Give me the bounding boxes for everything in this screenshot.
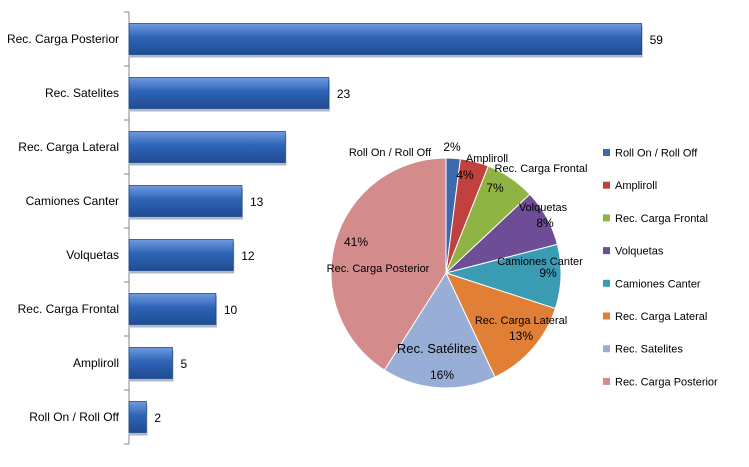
- bar-value-label: 23: [337, 87, 351, 101]
- legend-swatch: [603, 279, 610, 287]
- bar: [128, 131, 286, 163]
- pie-percent-label: 41%: [344, 235, 368, 249]
- bar-value-label: 59: [650, 33, 664, 47]
- bar: [128, 293, 217, 325]
- legend-label: Rec. Satelites: [615, 344, 683, 356]
- pie-chart: Roll On / Roll Off 2% Ampliroll 4% Rec. Carg…: [327, 140, 588, 389]
- pie-percent-label: 8%: [536, 216, 554, 230]
- pie-percent-label: 2%: [443, 140, 461, 154]
- pie-percent-label: 16%: [430, 368, 454, 382]
- legend-swatch: [603, 181, 610, 189]
- bar: [128, 347, 173, 379]
- legend-label: Volquetas: [615, 246, 664, 258]
- bar-value-label: 10: [224, 303, 238, 317]
- bar-value-label: 2: [154, 411, 161, 425]
- legend-swatch: [603, 247, 610, 255]
- legend-swatch: [603, 214, 610, 222]
- pie-percent-label: 4%: [456, 168, 474, 182]
- pie-slice: [383, 271, 496, 389]
- bar-category-label: Camiones Canter: [26, 194, 119, 208]
- pie-slice-label: Rec. Carga Frontal: [495, 163, 588, 175]
- legend-swatch: [603, 149, 610, 156]
- pie-slice-label: Rec. Satélites: [397, 341, 478, 356]
- pie-slice-label: Rec. Carga Posterior: [327, 263, 430, 275]
- pie-slice-label: Rec. Carga Lateral: [475, 315, 567, 327]
- bar-category-label: Roll On / Roll Off: [29, 410, 119, 424]
- pie-slice: [445, 272, 557, 378]
- bar-category-label: Rec. Carga Frontal: [18, 302, 119, 316]
- bar: [128, 185, 243, 217]
- bar: [128, 23, 643, 55]
- legend-swatch: [603, 377, 610, 385]
- pie-percent-label: 13%: [509, 329, 533, 343]
- bar-value-label: 12: [241, 249, 255, 263]
- legend-swatch: [603, 312, 610, 320]
- pie-slice-label: Volquetas: [519, 202, 568, 214]
- bar: [128, 401, 147, 433]
- pie-slice-label: Roll On / Roll Off: [349, 147, 432, 159]
- pie-percent-label: 9%: [539, 266, 557, 280]
- pie-slice: [330, 157, 447, 371]
- bar-category-label: Rec. Carga Lateral: [18, 140, 119, 154]
- pie-percent-label: 7%: [486, 181, 504, 195]
- bar-category-label: Ampliroll: [73, 356, 119, 370]
- pie-slice-label: Ampliroll: [466, 153, 508, 165]
- legend-swatch: [603, 345, 610, 353]
- pie-slice-label: Camiones Canter: [497, 256, 583, 268]
- bar-value-label: 13: [250, 195, 264, 209]
- bar-chart: Rec. Carga Posterior 59 Rec. Satelites 23 Re…: [7, 11, 664, 445]
- legend-label: Rec. Carga Posterior: [615, 376, 718, 388]
- bar: [128, 77, 330, 109]
- legend-label: Camiones Canter: [615, 278, 701, 290]
- legend-label: Rec. Carga Frontal: [615, 213, 708, 225]
- legend-label: Rec. Carga Lateral: [615, 311, 707, 323]
- bar-category-label: Rec. Carga Posterior: [7, 32, 119, 46]
- bar-value-label: 5: [180, 357, 187, 371]
- pie-legend: Roll On / Roll Off Ampliroll Rec. Carga Fr…: [603, 148, 718, 388]
- bar: [128, 239, 234, 271]
- legend-label: Ampliroll: [615, 180, 657, 192]
- bar-category-label: Volquetas: [66, 248, 119, 262]
- bar-category-label: Rec. Satelites: [45, 86, 119, 100]
- legend-label: Roll On / Roll Off: [615, 148, 698, 160]
